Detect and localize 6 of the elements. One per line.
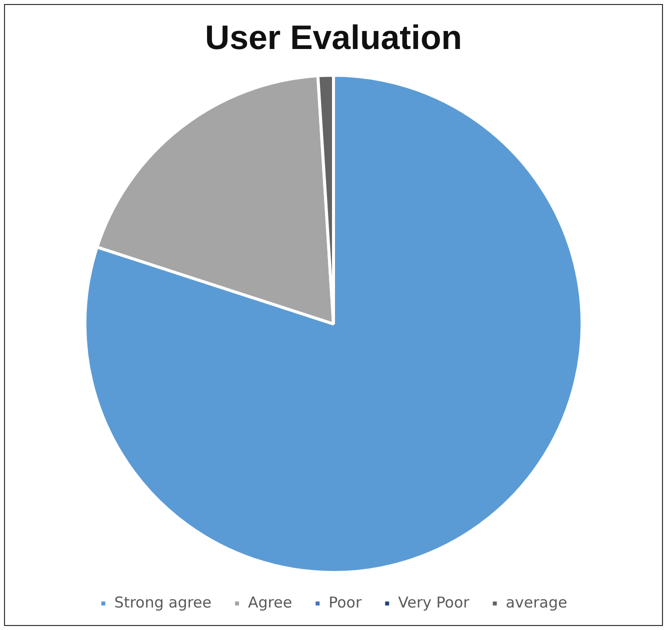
legend-label: Very Poor xyxy=(398,593,470,612)
legend-label: Poor xyxy=(328,593,362,612)
legend-label: Strong agree xyxy=(114,593,212,612)
chart-title: User Evaluation xyxy=(205,18,462,57)
legend-label: average xyxy=(506,593,568,612)
legend-label: Agree xyxy=(248,593,292,612)
